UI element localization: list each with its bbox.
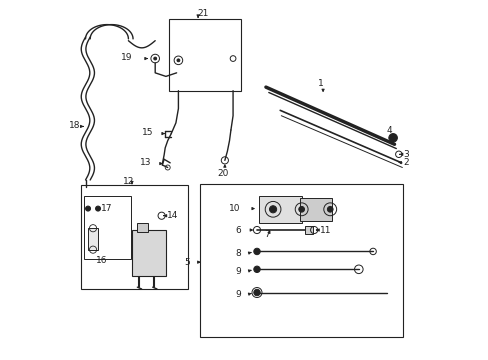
Bar [88, 228, 98, 249]
Circle shape [269, 206, 276, 213]
Circle shape [298, 206, 304, 212]
Text: 8: 8 [235, 249, 241, 258]
Circle shape [253, 289, 260, 296]
Bar [299, 198, 331, 221]
Text: 12: 12 [122, 176, 134, 185]
Bar [132, 230, 165, 276]
Text: 14: 14 [167, 211, 178, 220]
Bar [200, 184, 403, 337]
Text: 5: 5 [183, 258, 189, 267]
Text: 19: 19 [120, 53, 132, 62]
Circle shape [85, 206, 90, 211]
Text: 20: 20 [217, 169, 228, 178]
Bar [169, 19, 241, 91]
Text: 16: 16 [96, 256, 107, 265]
Text: 4: 4 [386, 126, 391, 135]
Bar [84, 196, 131, 258]
Circle shape [388, 134, 397, 142]
Bar [304, 226, 313, 234]
Text: 7: 7 [263, 230, 269, 239]
Text: 10: 10 [229, 204, 241, 213]
Circle shape [253, 248, 260, 255]
Circle shape [326, 206, 332, 212]
Text: 9: 9 [235, 290, 241, 299]
Circle shape [177, 59, 180, 62]
Text: 15: 15 [142, 129, 153, 138]
Bar [258, 196, 301, 223]
Text: 17: 17 [101, 204, 112, 213]
Text: 13: 13 [140, 158, 151, 167]
Bar [137, 223, 148, 232]
Text: 3: 3 [402, 150, 408, 159]
Text: 11: 11 [320, 225, 331, 234]
Text: 6: 6 [235, 225, 241, 234]
Text: 9: 9 [235, 267, 241, 276]
Circle shape [153, 57, 156, 60]
Text: 18: 18 [69, 121, 80, 130]
Bar [81, 185, 188, 289]
Circle shape [95, 206, 101, 211]
Text: 2: 2 [402, 158, 408, 167]
Text: 1: 1 [317, 79, 323, 88]
Circle shape [253, 266, 260, 273]
Text: 21: 21 [197, 9, 209, 18]
